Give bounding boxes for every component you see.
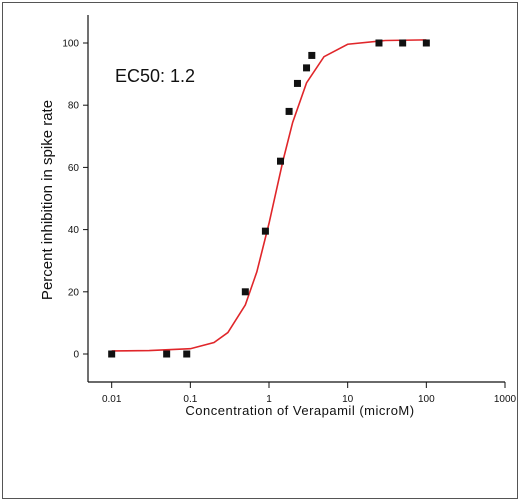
data-point (163, 350, 171, 358)
data-point (293, 79, 301, 87)
data-point (422, 39, 430, 47)
y-tick-label: 100 (62, 38, 79, 49)
data-point (303, 64, 311, 72)
y-tick-label: 40 (68, 225, 80, 236)
data-point (261, 227, 269, 235)
data-point (399, 39, 407, 47)
y-tick-label: 20 (68, 287, 80, 298)
data-point (285, 107, 293, 115)
x-tick-label: 1000 (494, 394, 517, 405)
y-axis-label: Percent inhibition in spike rate (39, 100, 56, 300)
x-axis-label: Concentration of Verapamil (microM) (185, 403, 414, 418)
y-tick-label: 80 (68, 101, 80, 112)
data-point (241, 288, 249, 296)
x-tick-label: 0.01 (102, 394, 122, 405)
x-tick-label: 0.1 (183, 394, 197, 405)
x-tick-label: 1 (266, 394, 272, 405)
data-point (375, 39, 383, 47)
data-point (277, 157, 285, 165)
data-point (183, 350, 191, 358)
data-point (108, 350, 116, 358)
fit-curve (111, 39, 427, 352)
y-tick-label: 60 (68, 163, 80, 174)
data-point (308, 51, 316, 59)
y-tick-label: 0 (73, 350, 79, 361)
x-tick-label: 10 (342, 394, 354, 405)
x-tick-label: 100 (418, 394, 435, 405)
annotation: EC50: 1.2 (115, 66, 195, 86)
